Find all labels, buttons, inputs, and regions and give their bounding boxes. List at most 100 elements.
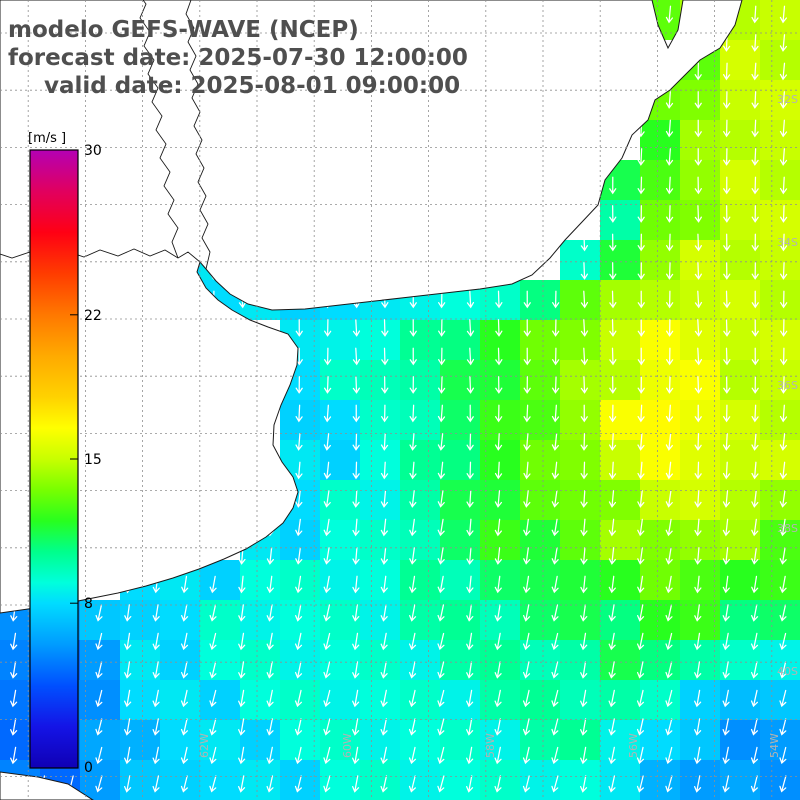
wind-arrow	[608, 547, 616, 565]
wind-cell	[200, 680, 240, 720]
wind-arrow	[580, 718, 588, 736]
wind-arrow	[751, 518, 759, 537]
wind-arrow	[380, 604, 388, 622]
wind-arrow	[494, 718, 502, 736]
wind-cell	[720, 520, 760, 560]
wind-arrow	[722, 461, 731, 480]
wind-cell	[680, 400, 720, 440]
wind-arrow	[780, 319, 788, 337]
wind-arrow	[352, 632, 360, 651]
wind-arrow	[266, 547, 274, 565]
wind-arrow	[409, 376, 417, 394]
wind-cell	[240, 560, 280, 600]
wind-cell	[520, 280, 560, 320]
wind-cell	[560, 440, 600, 480]
wind-arrow	[694, 689, 702, 708]
wind-arrow	[124, 775, 132, 793]
wind-arrow	[551, 461, 559, 480]
wind-arrow	[466, 689, 474, 708]
wind-arrow	[380, 575, 388, 594]
wind-arrow	[409, 347, 417, 366]
wind-arrow	[323, 518, 331, 537]
wind-cell	[720, 120, 760, 160]
wind-arrow	[352, 547, 360, 565]
wind-arrow	[409, 461, 417, 480]
wind-arrow	[294, 775, 302, 793]
wind-arrow	[437, 775, 445, 793]
wind-arrow	[722, 718, 730, 736]
wind-arrow	[409, 433, 417, 451]
wind-cell	[440, 680, 480, 720]
river-line	[185, 0, 211, 270]
wind-cell	[560, 680, 600, 720]
wind-arrow	[494, 661, 502, 679]
wind-arrow	[466, 718, 474, 736]
wind-arrow	[665, 262, 674, 280]
wind-arrow	[551, 376, 560, 394]
wind-arrow	[665, 661, 673, 679]
wind-arrow	[665, 5, 674, 24]
wind-arrow	[409, 575, 417, 594]
wind-arrow	[552, 290, 560, 309]
wind-arrow	[209, 632, 217, 651]
wind-arrow	[266, 632, 274, 651]
wind-arrow	[751, 490, 759, 508]
wind-cell	[160, 760, 200, 800]
lon-label: 62W	[198, 733, 211, 758]
wind-arrow	[437, 404, 446, 423]
wind-arrow	[723, 319, 731, 337]
wind-arrow	[209, 689, 217, 708]
colorbar-ticks: 30 22 15 8 0	[70, 143, 102, 776]
wind-arrow	[494, 547, 502, 565]
wind-arrow	[495, 319, 503, 337]
wind-arrow	[494, 689, 502, 708]
wind-arrow	[580, 547, 588, 565]
wind-arrow	[294, 689, 303, 708]
wind-cell	[120, 760, 160, 800]
wind-arrow	[95, 718, 103, 736]
wind-arrow	[694, 319, 703, 337]
wind-arrow	[466, 547, 474, 565]
wind-arrow	[181, 604, 189, 622]
wind-cell	[680, 320, 720, 360]
wind-arrow	[666, 290, 674, 309]
colorbar-tick-label: 0	[84, 760, 93, 776]
wind-cell	[520, 520, 560, 560]
wind-cell	[760, 520, 800, 560]
wind-arrow	[608, 775, 616, 793]
wind-cell	[200, 640, 240, 680]
wind-arrow	[580, 404, 588, 423]
wind-arrow	[637, 148, 645, 166]
wind-cell	[520, 320, 560, 360]
wind-arrow	[751, 347, 759, 366]
wind-cell	[360, 400, 400, 440]
forecast-date: forecast date: 2025-07-30 12:00:00	[8, 45, 468, 71]
wind-arrow	[437, 547, 445, 565]
wind-arrow	[408, 746, 417, 765]
lon-label: 56W	[627, 733, 640, 758]
wind-arrow	[694, 547, 702, 565]
land-coastline	[0, 0, 743, 800]
wind-arrow	[437, 376, 446, 394]
wind-cell	[240, 720, 280, 760]
wind-arrow	[694, 233, 703, 252]
wind-arrow	[751, 5, 759, 24]
wind-arrow	[780, 290, 788, 309]
wind-arrow	[294, 632, 303, 651]
wind-arrow	[694, 661, 702, 679]
wind-arrow	[580, 233, 589, 252]
lon-label: 54W	[768, 733, 781, 758]
wind-arrow	[665, 746, 673, 765]
wind-arrow	[352, 575, 360, 594]
wind-arrow	[551, 661, 559, 679]
wind-cell	[720, 80, 760, 120]
wind-arrow	[295, 575, 303, 594]
wind-arrow	[295, 604, 303, 622]
wind-arrow	[324, 319, 332, 337]
wind-arrow	[266, 746, 274, 765]
wind-arrow	[609, 290, 617, 309]
wind-arrow	[437, 604, 445, 622]
wind-arrow	[608, 461, 617, 480]
wind-arrow	[494, 746, 502, 765]
wind-cell	[400, 640, 440, 680]
